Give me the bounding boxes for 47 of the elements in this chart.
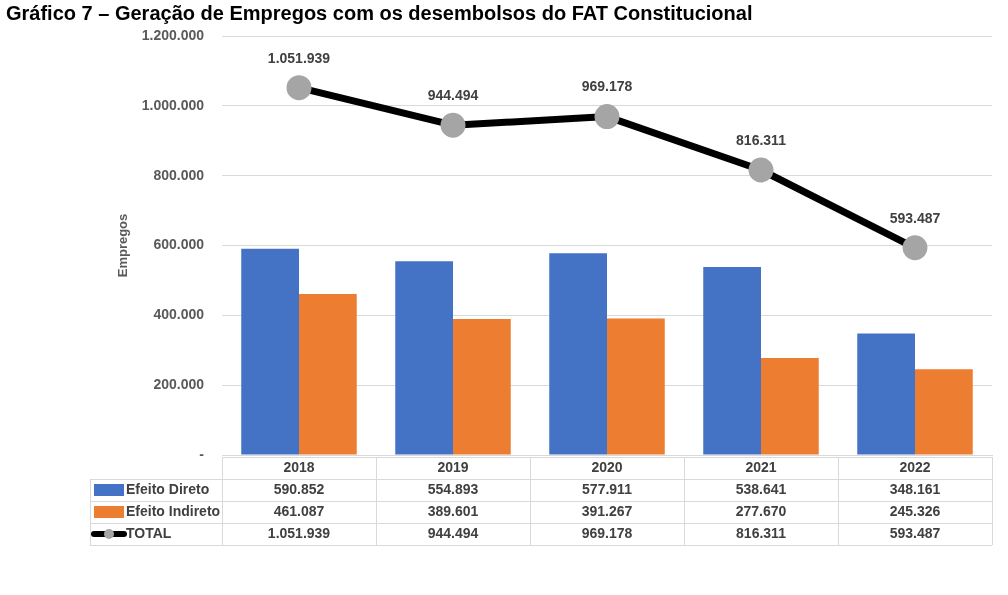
- y-axis-title: Empregos: [115, 213, 131, 278]
- y-tick-label: 800.000: [153, 166, 205, 183]
- data-label: 391.267: [581, 502, 633, 519]
- legend-label: TOTAL: [126, 524, 172, 541]
- data-label: 389.601: [427, 502, 479, 519]
- data-label: 816.311: [736, 524, 787, 541]
- data-label: 461.087: [273, 502, 325, 519]
- y-tick-label: -: [199, 445, 205, 462]
- x-tick-label: 2022: [899, 458, 931, 475]
- legend-label: Efeito Indireto: [126, 502, 221, 519]
- y-tick-label: 600.000: [153, 236, 205, 253]
- data-label: 1.051.939: [267, 524, 331, 541]
- data-label: 554.893: [427, 480, 479, 497]
- bar: [607, 318, 665, 455]
- text: 1.051.939: [267, 49, 331, 66]
- data-label: 577.911: [582, 480, 633, 497]
- text: 944.494: [427, 87, 479, 104]
- text: 593.487: [889, 209, 941, 226]
- bar: [761, 358, 819, 455]
- bar: [395, 261, 453, 455]
- data-label: 969.178: [581, 524, 633, 541]
- y-tick-label: 200.000: [153, 376, 205, 393]
- y-tick-label: 400.000: [153, 306, 205, 323]
- text: 816.311: [736, 131, 786, 148]
- bar: [703, 266, 761, 455]
- data-label: 944.494: [427, 524, 479, 541]
- data-label: 245.326: [889, 502, 941, 519]
- x-tick-label: 2021: [745, 458, 777, 475]
- y-tick-label: 1.000.000: [141, 96, 205, 113]
- bar: [299, 294, 357, 455]
- legend-label: Efeito Direto: [126, 480, 210, 497]
- text: 969.178: [581, 78, 633, 95]
- data-label: 593.487: [889, 524, 941, 541]
- bar: [241, 248, 299, 455]
- x-tick-label: 2018: [283, 458, 315, 475]
- x-tick-label: 2019: [437, 458, 469, 475]
- data-label: 538.641: [735, 480, 787, 497]
- bar: [453, 318, 511, 455]
- data-label: 277.670: [735, 502, 787, 519]
- data-label: 348.161: [889, 480, 941, 497]
- bar: [857, 333, 915, 455]
- chart-title: Gráfico 7 – Geração de Empregos com os desembolsos do FAT Constitucional: [6, 1, 753, 24]
- y-tick-label: 1.200.000: [141, 26, 205, 43]
- x-tick-label: 2020: [591, 458, 623, 475]
- bar: [915, 369, 973, 455]
- bar: [549, 253, 607, 455]
- data-label: 590.852: [273, 480, 325, 497]
